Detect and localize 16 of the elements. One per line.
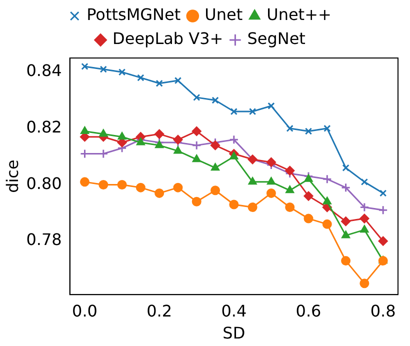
x-tick-label: 0.8 (370, 301, 396, 320)
x-axis-title: SD (222, 324, 246, 343)
y-tick-label: 0.78 (26, 230, 62, 250)
y-tick-label: 0.84 (26, 61, 62, 80)
x-tick-label: 0.4 (221, 301, 247, 320)
legend-label: PottsMGNet (86, 5, 181, 24)
x-tick-label: 0.0 (72, 301, 98, 320)
legend-label: Unet++ (266, 5, 332, 24)
y-tick-label: 0.82 (26, 118, 62, 137)
y-axis-title: dice (2, 160, 22, 193)
x-tick-label: 0.6 (296, 301, 322, 320)
y-tick-label: 0.80 (26, 174, 62, 193)
legend-label: DeepLab V3+ (112, 29, 224, 48)
legend-label: SegNet (247, 29, 306, 48)
x-tick-label: 0.2 (146, 301, 172, 320)
legend-label: Unet (204, 5, 243, 24)
